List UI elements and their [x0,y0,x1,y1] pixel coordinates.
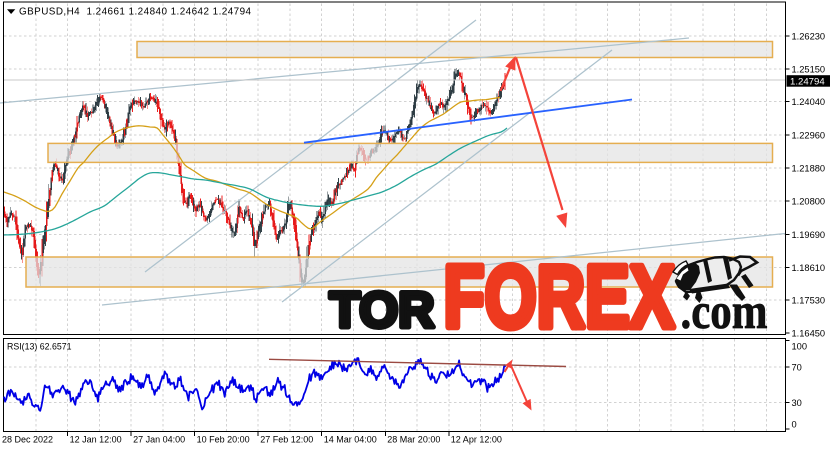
svg-text:28 Dec 2022: 28 Dec 2022 [2,435,53,445]
svg-text:14 Mar 04:00: 14 Mar 04:00 [324,435,377,445]
svg-text:27 Feb 12:00: 27 Feb 12:00 [260,435,313,445]
svg-text:GBPUSD,H4 1.24661 1.24840 1.2: GBPUSD,H4 1.24661 1.24840 1.24642 1.2479… [19,6,252,17]
svg-text:1.21880: 1.21880 [792,164,826,174]
svg-text:10 Feb 20:00: 10 Feb 20:00 [197,435,250,445]
svg-text:TOR: TOR [330,282,435,338]
svg-text:12 Apr 12:00: 12 Apr 12:00 [451,435,502,445]
svg-text:1.24794: 1.24794 [790,77,825,88]
svg-text:1.16450: 1.16450 [792,329,826,339]
svg-text:100: 100 [792,342,808,352]
svg-text:1.18610: 1.18610 [792,263,826,273]
svg-text:0: 0 [792,420,797,430]
svg-text:28 Mar 20:00: 28 Mar 20:00 [387,435,440,445]
svg-text:1.24040: 1.24040 [792,97,826,107]
svg-text:12 Jan 12:00: 12 Jan 12:00 [70,435,122,445]
svg-text:27 Jan 04:00: 27 Jan 04:00 [133,435,185,445]
svg-text:1.22960: 1.22960 [792,131,826,141]
svg-text:1.20800: 1.20800 [792,196,826,206]
svg-text:1.19690: 1.19690 [792,230,826,240]
svg-text:30: 30 [792,398,802,408]
svg-text:1.25150: 1.25150 [792,64,826,74]
svg-text:1.26230: 1.26230 [792,32,826,42]
svg-text:70: 70 [792,363,802,373]
svg-text:RSI(13) 62.6571: RSI(13) 62.6571 [7,342,72,352]
svg-text:1.17530: 1.17530 [792,296,826,306]
svg-text:FOREX: FOREX [444,247,675,346]
